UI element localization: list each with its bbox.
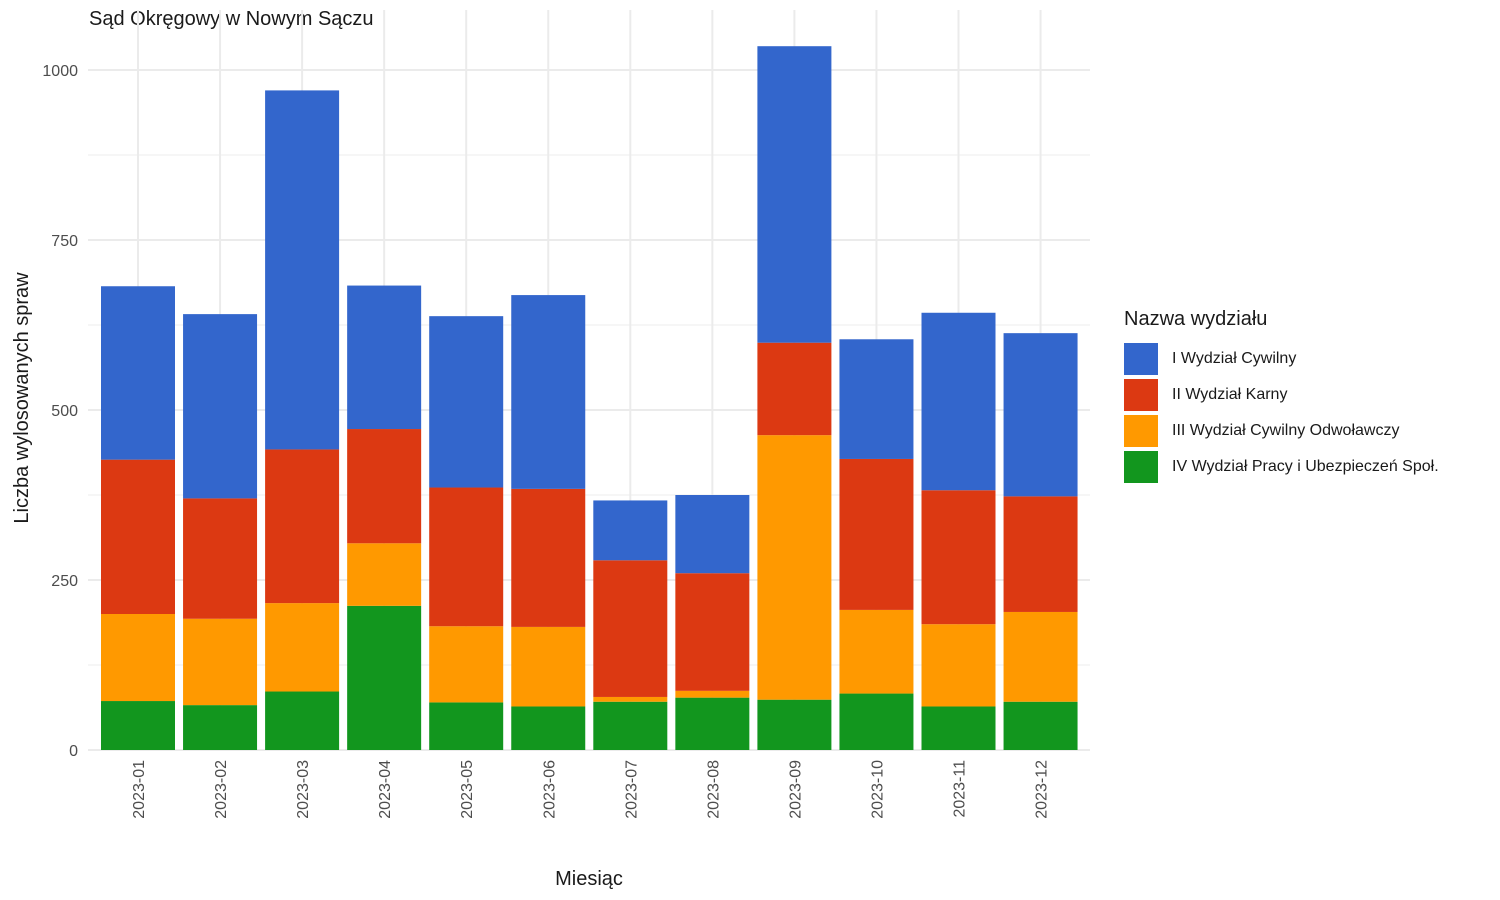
- y-tick-label: 750: [51, 233, 78, 250]
- bar-segment: [757, 699, 832, 750]
- x-tick-label: 2023-04: [377, 760, 394, 819]
- bar-segment: [511, 706, 586, 750]
- x-tick-label: 2023-02: [213, 760, 230, 819]
- bar-segment: [675, 697, 750, 750]
- legend-items: I Wydział Cywilny II Wydział Karny III Wyd…: [1124, 341, 1439, 485]
- bar-segment: [265, 691, 340, 750]
- bar-segment: [1003, 701, 1078, 750]
- bar-segment: [101, 614, 175, 702]
- legend-label: III Wydział Cywilny Odwoławczy: [1172, 422, 1400, 439]
- bar-segment: [265, 90, 340, 450]
- bar-segment: [921, 312, 996, 491]
- bar-segment: [757, 46, 832, 343]
- bar-segment: [429, 316, 504, 488]
- legend-swatch: [1124, 451, 1158, 483]
- bar-segment: [1003, 496, 1078, 612]
- legend-title: Nazwa wydziału: [1124, 308, 1268, 330]
- bar-segment: [839, 339, 914, 459]
- x-tick-label: 2023-07: [623, 760, 640, 819]
- bar-segment: [347, 429, 422, 544]
- bar-segment: [839, 693, 914, 750]
- bar-segment: [429, 626, 504, 703]
- bar-segment: [839, 609, 914, 694]
- x-tick-label: 2023-06: [541, 760, 558, 819]
- x-tick-label: 2023-12: [1034, 760, 1051, 819]
- bar-segment: [101, 459, 175, 614]
- y-tick-labels: 0 250 500 750 1000: [42, 63, 78, 760]
- legend-item: IV Wydział Pracy i Ubezpieczeń Społ.: [1124, 449, 1439, 485]
- bar-segment: [757, 342, 832, 436]
- x-tick-labels: 2023-01 2023-02 2023-03 2023-04 2023-05 2023-…: [131, 760, 1051, 819]
- bar-segment: [675, 690, 750, 698]
- x-tick-label: 2023-11: [952, 760, 969, 818]
- x-tick-label: 2023-05: [459, 760, 476, 819]
- bar-segment: [101, 286, 175, 460]
- bar-segment: [347, 285, 422, 430]
- bar-segment: [183, 618, 258, 706]
- bar-segment: [1003, 611, 1078, 702]
- legend-swatch: [1124, 415, 1158, 447]
- bar-segment: [593, 560, 668, 697]
- bar-segment: [101, 701, 175, 750]
- bar-segment: [593, 696, 668, 702]
- bar-segment: [593, 701, 668, 750]
- bar-segment: [511, 488, 586, 627]
- bar-segment: [757, 435, 832, 700]
- legend-label: II Wydział Karny: [1172, 386, 1288, 403]
- y-tick-label: 0: [69, 743, 78, 760]
- bar-segment: [921, 706, 996, 750]
- x-tick-label: 2023-03: [295, 760, 312, 819]
- legend-label: IV Wydział Pracy i Ubezpieczeń Społ.: [1172, 458, 1439, 475]
- bar-segment: [429, 487, 504, 627]
- legend-item: II Wydział Karny: [1124, 377, 1439, 413]
- legend-swatch: [1124, 379, 1158, 411]
- bar-segment: [675, 573, 750, 691]
- bars: [101, 46, 1078, 750]
- y-tick-label: 500: [51, 403, 78, 420]
- bar-segment: [1003, 333, 1078, 497]
- bar-segment: [593, 500, 668, 561]
- x-tick-label: 2023-10: [869, 760, 886, 819]
- bar-segment: [675, 495, 750, 574]
- legend-item: III Wydział Cywilny Odwoławczy: [1124, 413, 1439, 449]
- bar-segment: [429, 702, 504, 750]
- bar-segment: [511, 295, 586, 489]
- bar-segment: [347, 605, 422, 750]
- bar-segment: [839, 458, 914, 610]
- x-tick-label: 2023-09: [787, 760, 804, 819]
- bar-segment: [511, 626, 586, 707]
- bar-segment: [265, 449, 340, 604]
- legend-swatch: [1124, 343, 1158, 375]
- bar-segment: [921, 624, 996, 707]
- x-axis-label: Miesiąc: [555, 868, 623, 890]
- x-tick-label: 2023-08: [705, 760, 722, 819]
- bar-segment: [921, 490, 996, 625]
- legend: Nazwa wydziału I Wydział Cywilny II Wydzi…: [1124, 308, 1439, 485]
- y-axis-label: Liczba wylosowanych spraw: [11, 272, 33, 524]
- bar-segment: [183, 705, 258, 750]
- y-tick-label: 250: [51, 573, 78, 590]
- legend-label: I Wydział Cywilny: [1172, 350, 1297, 367]
- bar-segment: [347, 543, 422, 606]
- bar-segment: [183, 498, 258, 619]
- legend-item: I Wydział Cywilny: [1124, 341, 1439, 377]
- bar-segment: [183, 314, 258, 499]
- x-tick-label: 2023-01: [131, 760, 148, 819]
- bar-segment: [265, 603, 340, 692]
- y-tick-label: 1000: [42, 63, 78, 80]
